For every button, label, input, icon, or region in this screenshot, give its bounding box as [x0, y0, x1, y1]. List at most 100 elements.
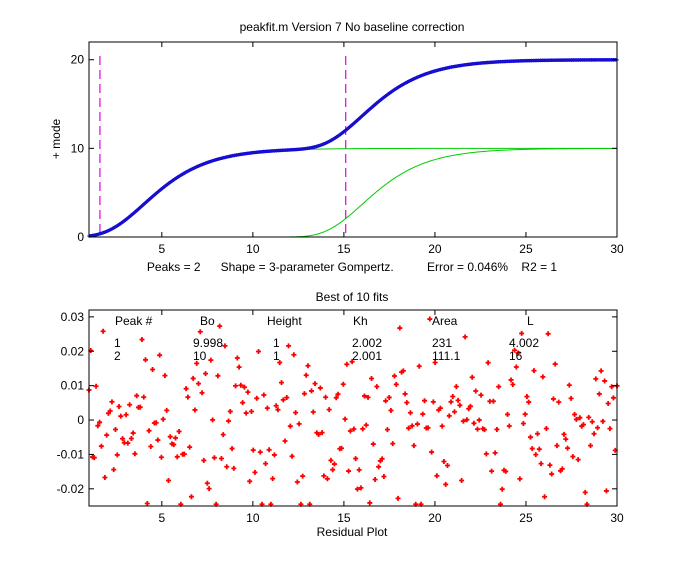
fit-status-text: Peaks = 2 Shape = 3-parameter Gompertz. … — [147, 260, 558, 274]
residual-point — [139, 337, 145, 343]
residual-point — [386, 394, 392, 400]
data-point — [387, 91, 392, 96]
residual-point — [580, 422, 586, 428]
residual-point — [165, 477, 171, 483]
data-point — [169, 179, 173, 184]
data-point — [320, 142, 324, 147]
residual-point — [210, 417, 216, 423]
data-point — [205, 160, 210, 165]
residual-point — [453, 384, 459, 390]
data-point — [116, 223, 120, 227]
data-point — [422, 72, 426, 77]
residual-point — [505, 411, 511, 417]
residual-point — [490, 398, 496, 404]
residual-point — [471, 420, 477, 426]
residual-point — [439, 423, 445, 429]
residual-point — [118, 413, 124, 419]
data-point — [141, 202, 146, 207]
residual-point — [91, 455, 97, 461]
data-point — [178, 173, 182, 178]
residual-point — [543, 425, 549, 431]
residual-point — [215, 373, 221, 379]
residual-point — [365, 394, 371, 400]
residual-point — [540, 374, 546, 380]
residual-point — [238, 382, 244, 388]
data-point — [176, 175, 181, 179]
data-point — [383, 94, 388, 98]
fit-plot-ylabel: + mode — [49, 118, 63, 159]
residual-point — [370, 441, 376, 447]
residual-point — [130, 430, 136, 436]
residual-point — [506, 423, 512, 429]
residual-point — [422, 398, 428, 404]
residual-point — [462, 334, 468, 340]
data-point — [138, 205, 142, 210]
residual-point — [460, 418, 466, 424]
residual-point — [301, 391, 307, 397]
residual-xtick-label: 30 — [610, 511, 624, 525]
residual-point — [199, 390, 205, 396]
data-point — [380, 96, 384, 101]
residual-point — [324, 476, 330, 482]
residual-point — [570, 454, 576, 460]
data-point — [402, 82, 406, 86]
data-point — [212, 158, 217, 162]
residual-point — [241, 384, 247, 390]
residual-point — [402, 391, 408, 397]
data-point — [420, 73, 424, 78]
residual-point — [391, 373, 397, 379]
residual-point — [538, 461, 544, 467]
residual-point — [593, 376, 599, 382]
residual-point — [234, 355, 240, 361]
table-header-kh: Kh — [353, 314, 368, 328]
residual-point — [603, 488, 609, 494]
residual-point — [450, 394, 456, 400]
residual-point — [187, 444, 193, 450]
data-point — [393, 87, 397, 92]
data-point — [110, 226, 115, 231]
data-point — [376, 99, 381, 104]
residual-point — [137, 404, 143, 410]
residual-point — [358, 485, 364, 491]
residual-point — [407, 410, 413, 416]
residual-point — [107, 408, 113, 414]
table-cell: 16 — [509, 349, 523, 363]
data-point — [429, 70, 434, 74]
residual-point — [204, 480, 210, 486]
residual-point — [282, 438, 288, 444]
data-point — [198, 163, 202, 168]
data-point — [362, 112, 366, 117]
residual-point — [284, 395, 290, 401]
data-point — [211, 158, 215, 163]
residual-point — [97, 419, 103, 425]
data-point — [105, 229, 110, 233]
residual-point — [367, 500, 373, 506]
residual-point — [476, 417, 482, 423]
residual-point — [340, 381, 346, 387]
residual-point — [411, 443, 417, 449]
residual-point — [277, 360, 283, 366]
residual-point — [201, 457, 207, 463]
residual-point — [195, 381, 201, 387]
residual-point — [153, 420, 159, 426]
data-point — [345, 126, 350, 131]
residual-point — [326, 407, 332, 413]
residual-point — [316, 432, 322, 438]
residual-point — [363, 422, 369, 428]
residual-point — [482, 427, 488, 433]
residual-point — [577, 415, 583, 421]
data-point — [147, 197, 151, 202]
residual-point — [273, 403, 279, 409]
residual-point — [388, 407, 394, 413]
residual-point — [452, 409, 458, 415]
residual-point — [464, 417, 470, 423]
residual-point — [559, 466, 565, 472]
table-cell: 2.002 — [352, 336, 382, 350]
data-point — [369, 106, 374, 110]
residual-ytick-label: -0.02 — [57, 482, 85, 496]
residual-point — [296, 421, 302, 427]
residual-point — [162, 373, 168, 379]
data-point — [414, 75, 419, 80]
data-point — [132, 210, 137, 215]
residual-point — [112, 426, 118, 432]
